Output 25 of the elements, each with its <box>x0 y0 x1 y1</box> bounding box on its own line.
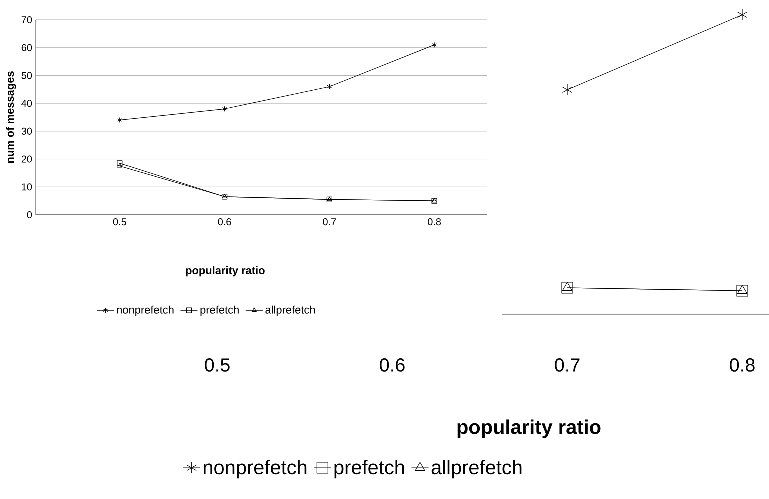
legend-label: prefetch <box>200 306 239 316</box>
legend-label: nonprefetch <box>117 306 174 316</box>
y-tick-label: 40 <box>22 100 32 108</box>
y-tick-label: 20 <box>22 156 32 163</box>
x-tick-label: 0.7 <box>323 218 336 226</box>
y-tick-label: 30 <box>22 128 32 135</box>
y-tick-label: 50 <box>22 72 32 80</box>
x-tick-label: 0.6 <box>218 218 232 226</box>
y-tick-label: 0 <box>27 211 32 219</box>
y-tick-label: 70 <box>22 16 32 24</box>
x-tick-label: 0.5 <box>205 358 230 372</box>
legend-label: allprefetch <box>432 460 522 479</box>
y-tick-label: 60 <box>22 44 32 52</box>
x-tick-label: 0.8 <box>730 358 755 372</box>
legend-label: prefetch <box>334 460 404 479</box>
x-tick-label: 0.7 <box>555 358 580 372</box>
x-axis-title: popularity ratio <box>458 420 601 438</box>
legend-label: nonprefetch <box>204 460 307 479</box>
legend-label: allprefetch <box>266 306 316 316</box>
x-axis-title: popularity ratio <box>186 266 265 277</box>
x-tick-label: 0.6 <box>380 358 405 372</box>
x-tick-label: 0.8 <box>428 218 442 226</box>
x-tick-label: 0.5 <box>113 218 126 226</box>
y-axis-title: num of messages <box>6 72 16 164</box>
y-tick-label: 10 <box>22 184 32 191</box>
